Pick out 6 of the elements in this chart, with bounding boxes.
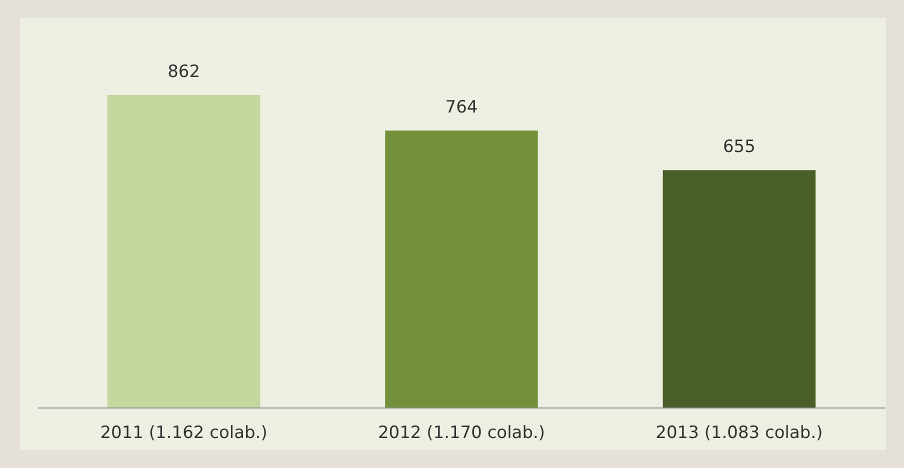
- x-tick-label: 2011 (1.162 colab.): [100, 423, 268, 443]
- data-label: 655: [722, 137, 756, 158]
- x-tick-label: 2012 (1.170 colab.): [378, 423, 546, 443]
- x-tick-label: 2013 (1.083 colab.): [656, 423, 823, 443]
- data-label: 862: [168, 62, 200, 82]
- data-label: 764: [445, 98, 478, 118]
